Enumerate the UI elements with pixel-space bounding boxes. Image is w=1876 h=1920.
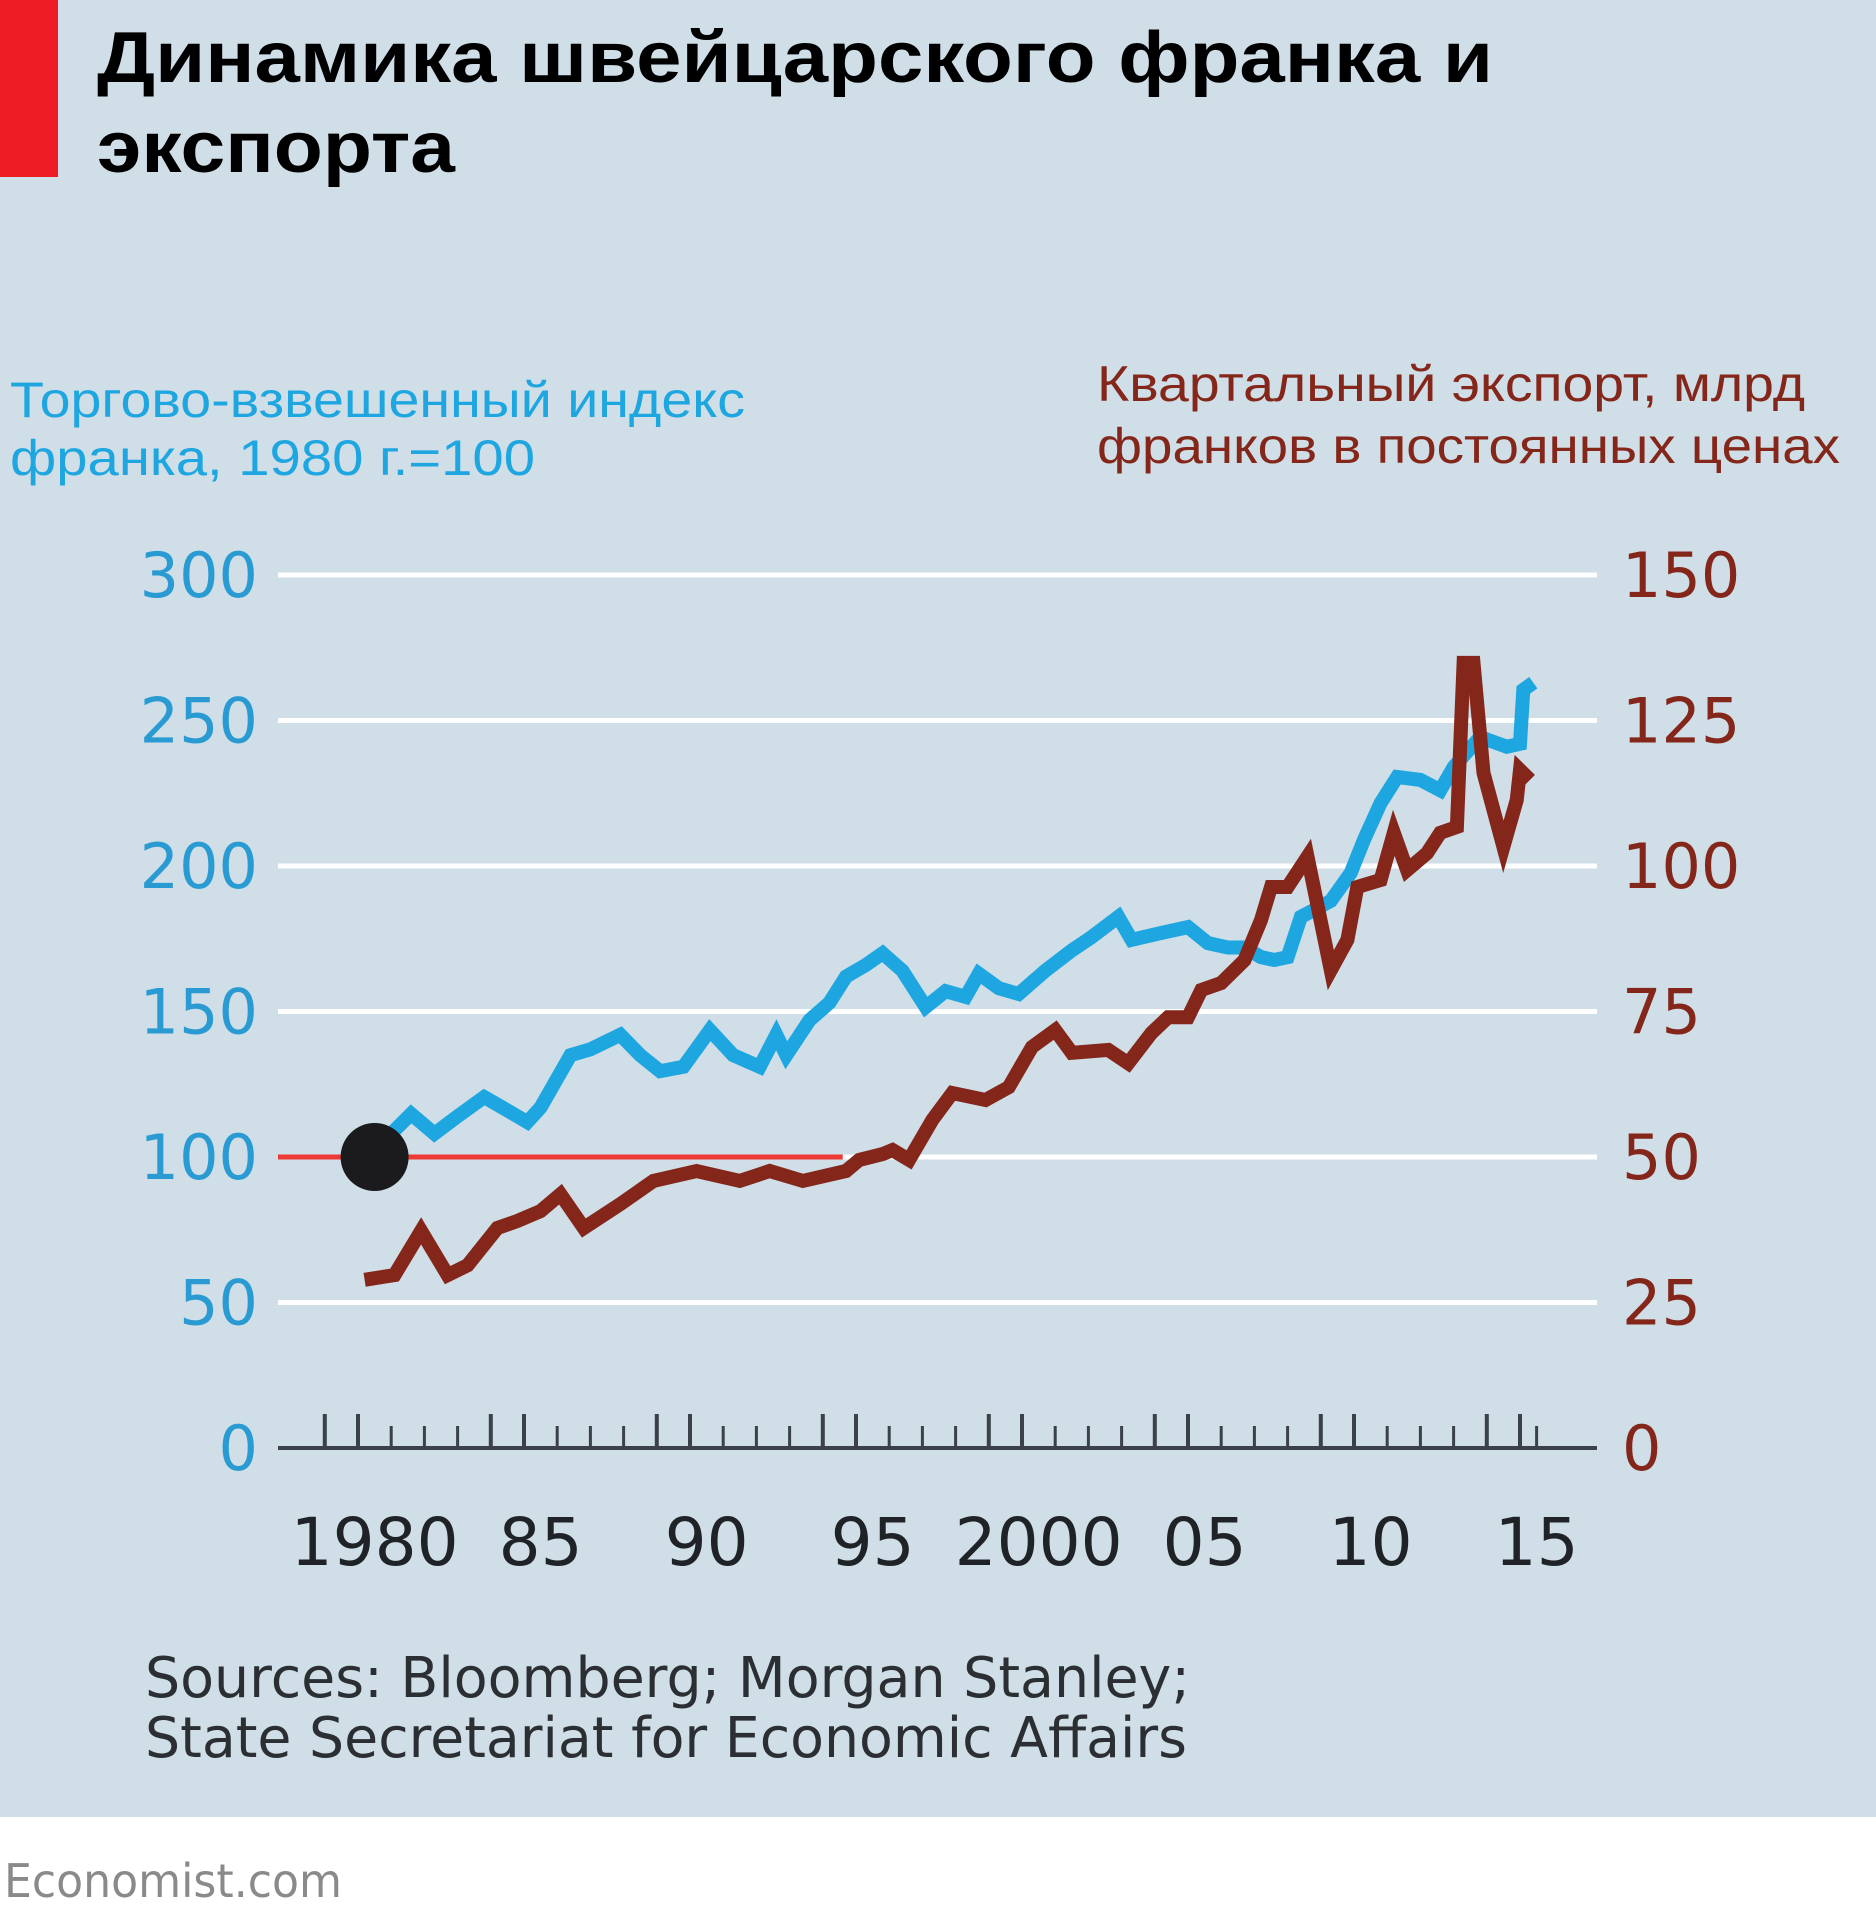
- x-axis-tick-label: 10: [1329, 1504, 1413, 1581]
- left-axis-tick-label: 300: [140, 539, 258, 612]
- marker-group: [340, 1123, 409, 1191]
- x-axis-tick-label: 95: [831, 1504, 915, 1581]
- brand-logo: Economist.com: [4, 1854, 342, 1908]
- x-axis-tick-label: 90: [665, 1504, 749, 1581]
- series-line-franc-index: [372, 677, 1538, 1156]
- x-axis-tick-label: 05: [1163, 1504, 1247, 1581]
- left-axis-tick-label: 50: [179, 1267, 258, 1340]
- chart-title-line2: экспорта: [97, 108, 456, 188]
- left-axis-tick-label: 100: [140, 1121, 258, 1194]
- left-axis-tick-label: 150: [140, 976, 258, 1049]
- right-axis-tick-label: 150: [1622, 539, 1740, 612]
- left-axis-tick-label: 250: [140, 685, 258, 758]
- right-axis-ticks: 0 25 50 75 100 125 150: [1622, 539, 1740, 1485]
- x-axis-tick-label: 2000: [955, 1504, 1123, 1581]
- chart-title-line1: Динамика швейцарского франка и: [97, 18, 1493, 98]
- x-axis-labels: 1980 85 90 95 2000 05 10 15: [291, 1504, 1579, 1581]
- right-axis-tick-label: 75: [1622, 976, 1701, 1049]
- right-axis-tick-label: 100: [1622, 830, 1740, 903]
- x-axis-tick-label: 1980: [291, 1504, 459, 1581]
- accent-bar: [0, 0, 58, 177]
- sources-line1: Sources: Bloomberg; Morgan Stanley;: [145, 1646, 1190, 1711]
- series-group: [363, 655, 1538, 1287]
- base-year-marker: [340, 1123, 409, 1191]
- sources-line2: State Secretariat for Economic Affairs: [145, 1706, 1187, 1771]
- right-axis-tick-label: 50: [1622, 1121, 1701, 1194]
- right-axis-label-line1: Квартальный экспорт, млрд: [1097, 356, 1805, 412]
- x-axis: [278, 1414, 1597, 1450]
- left-axis-tick-label: 200: [140, 830, 258, 903]
- x-axis-tick-label: 85: [499, 1504, 583, 1581]
- left-axis-tick-label: 0: [219, 1412, 258, 1485]
- left-axis-label-line1: Торгово-взвешенный индекс: [10, 372, 745, 428]
- right-axis-tick-label: 25: [1622, 1267, 1701, 1340]
- left-axis-ticks: 0 50 100 150 200 250 300: [140, 539, 258, 1485]
- chart-background: [0, 0, 1876, 1817]
- right-axis-label-line2: франков в постоянных ценах: [1097, 418, 1840, 474]
- right-axis-tick-label: 0: [1622, 1412, 1661, 1485]
- left-axis-label-line2: франка, 1980 г.=100: [10, 430, 535, 486]
- right-axis-tick-label: 125: [1622, 685, 1740, 758]
- series-line-exports: [363, 655, 1535, 1287]
- x-axis-tick-label: 15: [1495, 1504, 1579, 1581]
